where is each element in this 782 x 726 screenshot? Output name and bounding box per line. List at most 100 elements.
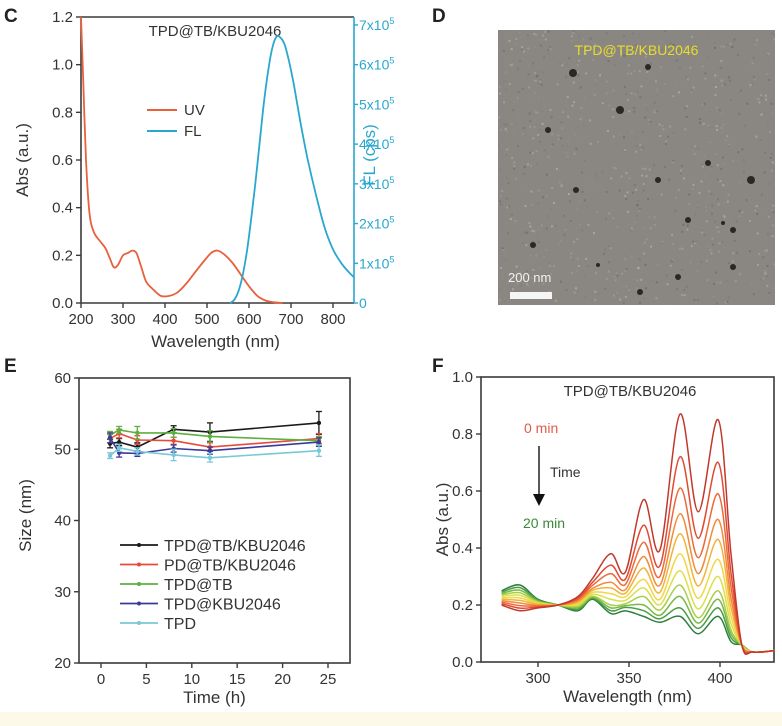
tem-noise-grain: [547, 49, 549, 52]
tem-noise-grain: [540, 214, 543, 217]
tem-noise-grain: [666, 304, 669, 305]
tem-noise-grain: [738, 210, 741, 212]
tem-noise-grain: [645, 107, 648, 110]
e-y-tick-label: 20: [54, 655, 71, 672]
tem-noise-grain: [512, 131, 515, 134]
e-legend-marker: [137, 601, 141, 606]
e-legend-label: TPD@KBU2046: [164, 597, 281, 614]
tem-noise-grain: [738, 112, 741, 115]
tem-noise-grain: [680, 51, 683, 54]
tem-noise-grain: [612, 135, 615, 138]
f-spectrum-curve: [501, 413, 775, 656]
tem-noise-grain: [506, 130, 509, 133]
tem-noise-grain: [513, 165, 516, 168]
tem-noise-grain: [534, 119, 536, 122]
tem-noise-grain: [698, 191, 701, 194]
tem-noise-grain: [623, 85, 626, 88]
tem-noise-grain: [508, 205, 510, 208]
tem-noise-grain: [499, 194, 502, 197]
tem-noise-grain: [572, 240, 575, 243]
tem-noise-grain: [526, 283, 529, 286]
tem-noise-grain: [533, 33, 536, 35]
tem-noise-grain: [767, 151, 770, 154]
e-data-point: [171, 438, 176, 443]
c-x-axis-label: Wavelength (nm): [151, 332, 280, 351]
tem-noise-grain: [508, 227, 511, 230]
tem-noise-grain: [714, 94, 717, 96]
tem-noise-grain: [533, 91, 536, 94]
tem-noise-grain: [540, 268, 543, 270]
tem-noise-grain: [667, 135, 669, 138]
tem-noise-grain: [707, 124, 710, 127]
tem-noise-grain: [704, 72, 707, 75]
f-y-tick-label: 0.4: [452, 540, 473, 557]
tem-noise-grain: [579, 118, 582, 121]
tem-noise-grain: [550, 116, 553, 119]
tem-noise-grain: [641, 174, 644, 177]
tem-noise-grain: [688, 202, 691, 205]
tem-noise-grain: [683, 50, 686, 53]
tem-noise-grain: [716, 129, 718, 131]
tem-noise-grain: [734, 280, 737, 282]
tem-noise-grain: [560, 239, 563, 242]
tem-noise-grain: [613, 166, 616, 169]
tem-noise-grain: [705, 220, 708, 223]
tem-noise-grain: [741, 211, 744, 214]
tem-noise-grain: [701, 231, 704, 234]
tem-noise-grain: [697, 147, 700, 150]
tem-noise-grain: [569, 188, 572, 191]
tem-noise-grain: [540, 83, 543, 86]
tem-noise-grain: [703, 175, 706, 177]
tem-noise-grain: [769, 131, 772, 133]
tem-noise-grain: [650, 62, 652, 65]
tem-noise-grain: [644, 55, 647, 58]
tem-noise-grain: [570, 252, 573, 255]
tem-noise-grain: [749, 250, 751, 253]
tem-noise-grain: [594, 242, 597, 245]
tem-nanoparticle: [655, 177, 661, 183]
tem-noise-grain: [771, 161, 774, 164]
tem-noise-grain: [573, 291, 576, 294]
tem-noise-grain: [594, 118, 597, 121]
tem-noise-grain: [725, 280, 728, 282]
tem-noise-grain: [685, 115, 688, 118]
tem-noise-grain: [720, 45, 723, 48]
tem-noise-grain: [576, 64, 579, 67]
tem-noise-grain: [525, 244, 528, 247]
tem-noise-grain: [756, 39, 759, 42]
tem-noise-grain: [519, 233, 522, 236]
tem-noise-grain: [756, 232, 759, 235]
tem-noise-grain: [727, 193, 730, 196]
tem-noise-grain: [536, 74, 539, 77]
tem-noise-grain: [502, 248, 505, 251]
c-y-tick-label: 1.0: [52, 57, 73, 74]
e-data-point: [135, 449, 140, 454]
tem-noise-grain: [723, 215, 726, 218]
tem-noise-grain: [636, 91, 639, 94]
tem-noise-grain: [634, 44, 637, 47]
tem-noise-grain: [537, 82, 540, 85]
e-legend-marker: [137, 562, 141, 567]
tem-noise-grain: [674, 196, 677, 199]
tem-noise-grain: [545, 248, 548, 251]
f-x-tick-label: 400: [707, 670, 732, 687]
tem-noise-grain: [643, 300, 646, 303]
tem-noise-grain: [561, 112, 564, 115]
tem-noise-grain: [618, 189, 621, 192]
tem-noise-grain: [527, 64, 530, 67]
tem-noise-grain: [649, 220, 652, 223]
tem-noise-grain: [577, 34, 580, 37]
tem-noise-grain: [693, 299, 696, 302]
tem-noise-grain: [713, 41, 716, 44]
tem-noise-grain: [728, 76, 731, 79]
e-data-point: [107, 453, 113, 458]
tem-noise-grain: [501, 190, 504, 193]
tem-noise-grain: [579, 86, 582, 89]
tem-noise-grain: [733, 239, 736, 242]
tem-noise-grain: [509, 280, 512, 282]
tem-noise-grain: [751, 62, 754, 65]
tem-noise-grain: [627, 64, 630, 67]
tem-noise-grain: [651, 197, 653, 200]
tem-noise-grain: [644, 241, 646, 244]
tem-noise-grain: [565, 288, 568, 291]
